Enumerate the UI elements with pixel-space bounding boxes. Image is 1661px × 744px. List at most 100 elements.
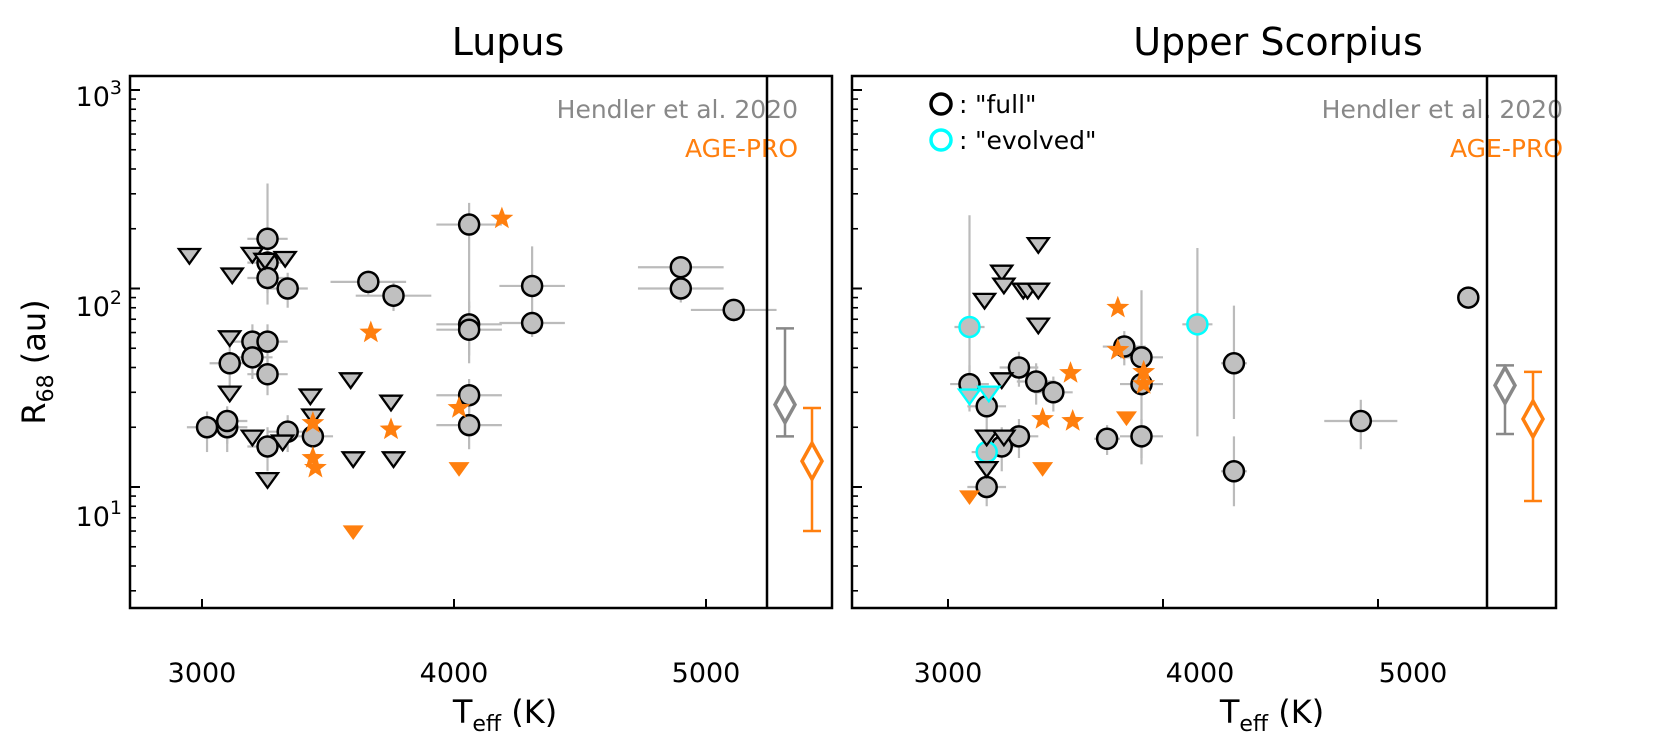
usco-hendler-detection-point (1130, 425, 1153, 448)
lupus-hendler-detection-point (256, 266, 279, 290)
lupus-hendler-upper-limit (219, 267, 245, 286)
usco-agepro-detection-star (1059, 361, 1082, 383)
usco-hendler-upper-limit (1025, 282, 1052, 301)
usco-evolved-upper-limit (976, 385, 1002, 404)
lupus-agepro-detection-star (301, 446, 325, 468)
lupus-hendler-upper-limit (380, 451, 407, 469)
usco-hendler-detection-point (1042, 381, 1065, 404)
x-axis-label-left: Teff (K) (452, 693, 557, 737)
lupus-hendler-detection-point (457, 413, 481, 437)
usco-hendler-detection-point (1024, 370, 1048, 393)
usco-evolved-detection-point (1186, 313, 1209, 336)
lupus-hendler-detection-point (241, 346, 264, 369)
legend-evolved-sep: : (959, 126, 967, 155)
x-tick-label-right-4000: 4000 (1166, 658, 1235, 689)
y-tick-label-1000-exp: 3 (110, 77, 122, 99)
x-axis-label-right-sub: eff (1239, 712, 1269, 737)
lupus-hendler-detection-point (218, 352, 241, 375)
lupus-agepro-upper-limit (448, 462, 470, 477)
usco-hendler-detection-point (1222, 352, 1246, 375)
lupus-hendler-upper-limit (297, 388, 324, 407)
usco-agepro-detection-star (1106, 295, 1130, 318)
lupus-hendler-upper-limit (254, 471, 281, 490)
legend-evolved-label: "evolved" (975, 126, 1096, 155)
usco-agepro-detection-star (1132, 372, 1156, 394)
usco-hendler-detection-point (1007, 425, 1031, 448)
lupus-hendler-upper-limit (239, 429, 266, 448)
lupus-hendler-detection-point (520, 311, 544, 335)
lupus-hendler-detection-point (195, 415, 219, 439)
lupus-hendler-detection-point (357, 270, 380, 294)
usco-hendler-detection-point (1457, 286, 1480, 309)
lupus-hendler-upper-limit (216, 385, 243, 404)
usco-evolved-upper-limit (956, 388, 983, 407)
usco-hendler-upper-limit (991, 277, 1017, 296)
lupus-hendler-detection-point (256, 227, 279, 251)
y-tick-label-100-exp: 2 (110, 287, 122, 309)
lupus-hendler-detection-point (256, 362, 279, 386)
lupus-hendler-detection-point (256, 330, 279, 353)
x-axis-label-left-main: T (452, 693, 473, 731)
y-axis-label-unit: (au) (15, 299, 53, 374)
legend-full-sep: : (959, 90, 967, 119)
legend-full-label: "full" (975, 90, 1037, 119)
y-tick-label-1000: 103 (76, 77, 122, 113)
lupus-summary-hendler-diamond (772, 383, 798, 427)
usco-evolved-detection-point (958, 315, 981, 339)
usco-agepro-detection-star (1031, 407, 1054, 429)
lupus-legend-agepro: AGE-PRO (685, 134, 798, 163)
lupus-hendler-upper-limit (272, 250, 298, 269)
x-tick-label-left-3000: 3000 (168, 658, 237, 689)
usco-hendler-detection-point (1095, 427, 1119, 451)
lupus-agepro-detection-star (359, 320, 383, 343)
lupus-hendler-detection-point (276, 277, 299, 300)
y-tick-label-10-exp: 1 (110, 497, 122, 519)
usco-hendler-upper-limit (1025, 236, 1052, 255)
x-tick-label-right-3000: 3000 (914, 658, 983, 689)
x-axis-label-right-main: T (1219, 693, 1240, 731)
usco-hendler-upper-limit (989, 372, 1015, 390)
usco-agepro-upper-limit (1115, 411, 1137, 427)
usco-axes-frame (850, 74, 1558, 610)
usco-hendler-detection-point (1222, 460, 1246, 483)
usco-hendler-upper-limit (971, 292, 998, 311)
x-axis-label-left-sub: eff (472, 712, 502, 737)
x-axis-label-right-unit: (K) (1268, 693, 1324, 731)
lupus-hendler-upper-limit (216, 330, 243, 348)
lupus-agepro-upper-limit (342, 525, 364, 541)
lupus-hendler-upper-limit (252, 252, 278, 271)
y-axis-label-main: R (15, 402, 53, 424)
lupus-hendler-detection-point (669, 277, 693, 300)
usco-hendler-upper-limit (1025, 317, 1052, 336)
lupus-hendler-detection-point (722, 298, 745, 322)
lupus-axes-frame (128, 74, 834, 610)
usco-hendler-upper-limit (973, 429, 1000, 448)
lupus-hendler-detection-point (457, 318, 481, 341)
lupus-hendler-upper-limit (269, 434, 296, 453)
legend-evolved-marker (929, 128, 953, 152)
usco-hendler-detection-point (1130, 346, 1153, 369)
lupus-agepro-detection-star (304, 455, 327, 478)
error-bars-layer (186, 183, 1398, 507)
lupus-agepro-detection-star (447, 396, 471, 418)
lupus-hendler-detection-point (457, 213, 481, 236)
usco-agepro-upper-limit (959, 490, 980, 506)
x-axis-label-right: Teff (K) (1219, 693, 1324, 737)
y-tick-label-10: 101 (76, 497, 122, 533)
lupus-hendler-detection-point (669, 255, 693, 279)
x-tick-label-left-4000: 4000 (420, 658, 489, 689)
y-axis-label-sub: 68 (34, 374, 59, 402)
usco-legend-agepro: AGE-PRO (1450, 134, 1563, 163)
usco-agepro-detection-star (1106, 338, 1130, 360)
lupus-agepro-detection-star (379, 417, 403, 440)
axes-layer (128, 74, 1558, 610)
usco-agepro-detection-star (1061, 409, 1085, 431)
usco-hendler-upper-limit (989, 264, 1015, 283)
y-tick-label-10-base: 10 (76, 502, 110, 533)
lupus-agepro-detection-star (301, 411, 325, 433)
lupus-hendler-upper-limit (340, 451, 366, 469)
lupus-hendler-detection-point (382, 284, 405, 307)
legend-full-marker (929, 92, 953, 116)
markers-layer (176, 206, 1546, 541)
